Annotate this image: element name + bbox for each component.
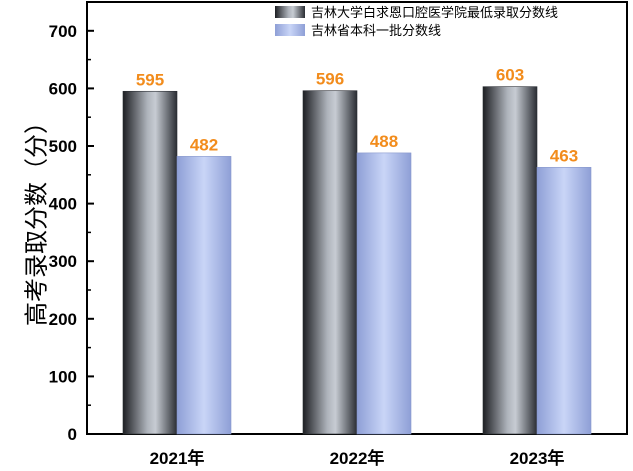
data-label: 488 bbox=[370, 132, 398, 151]
legend-swatch-series-2 bbox=[275, 24, 305, 36]
x-tick-label: 2022年 bbox=[330, 448, 385, 468]
y-tick-label: 400 bbox=[49, 195, 77, 214]
bar-series-1 bbox=[122, 90, 178, 435]
data-label: 596 bbox=[316, 70, 344, 89]
bar-series-2 bbox=[356, 152, 412, 435]
data-labels: 595 596 603 482 488 463 bbox=[136, 66, 578, 166]
bar-series-2 bbox=[176, 156, 232, 435]
data-label: 463 bbox=[550, 146, 578, 165]
x-axis: 2021年 2022年 2023年 bbox=[150, 428, 565, 468]
legend-swatch-series-1 bbox=[275, 6, 305, 18]
legend-label-series-1: 吉林大学白求恩口腔医学院最低录取分数线 bbox=[311, 5, 558, 21]
y-tick-label: 0 bbox=[68, 425, 77, 444]
legend-label-series-2: 吉林省本科一批分数线 bbox=[311, 24, 441, 39]
bar-series-1 bbox=[482, 86, 538, 435]
bars bbox=[122, 86, 592, 435]
bar-series-1 bbox=[302, 90, 358, 435]
y-tick-label: 100 bbox=[49, 367, 77, 386]
y-tick-label: 300 bbox=[49, 252, 77, 271]
data-label: 603 bbox=[496, 66, 524, 85]
data-label: 595 bbox=[136, 70, 164, 89]
y-tick-label: 600 bbox=[49, 79, 77, 98]
legend: 吉林大学白求恩口腔医学院最低录取分数线 吉林省本科一批分数线 bbox=[275, 5, 558, 39]
data-label: 482 bbox=[190, 135, 218, 154]
y-tick-label: 500 bbox=[49, 137, 77, 156]
bar-series-2 bbox=[536, 167, 592, 435]
y-axis: 0 100 200 300 400 500 600 700 bbox=[49, 22, 94, 444]
y-axis-title: 高考录取分数（分） bbox=[23, 110, 51, 326]
x-tick-label: 2023年 bbox=[510, 448, 565, 468]
y-tick-label: 700 bbox=[49, 22, 77, 41]
y-tick-label: 200 bbox=[49, 310, 77, 329]
x-tick-label: 2021年 bbox=[150, 448, 205, 468]
